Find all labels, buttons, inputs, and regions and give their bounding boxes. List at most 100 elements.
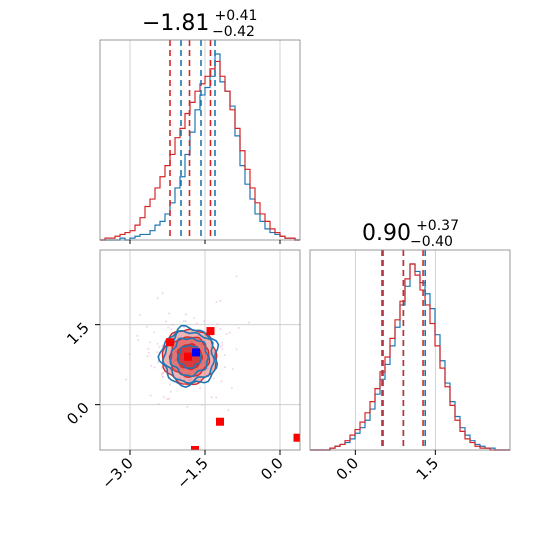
sample-point [223, 354, 226, 357]
sample-point [221, 348, 224, 351]
sample-point [212, 351, 215, 354]
sample-point [186, 405, 189, 408]
blue-contour [157, 324, 220, 388]
sample-point [210, 396, 213, 399]
sample-point [162, 371, 165, 374]
red-marker [293, 433, 300, 442]
red-marker [206, 327, 215, 336]
sample-point [188, 379, 191, 382]
sample-point [161, 375, 164, 378]
sample-point [178, 376, 181, 379]
sample-point [183, 378, 186, 381]
sample-point [147, 347, 150, 350]
histogram-red [100, 60, 300, 241]
sample-point [172, 323, 175, 326]
sample-point [200, 403, 203, 406]
sample-point [166, 397, 169, 400]
red-marker [191, 446, 199, 450]
sample-point [158, 345, 161, 348]
sample-point [237, 326, 240, 329]
x-tick-label-param1: 0.0 [333, 454, 363, 484]
sample-point [219, 345, 222, 348]
blue-contour [169, 337, 210, 378]
sample-point [137, 338, 140, 341]
sample-point [153, 366, 156, 369]
sample-point [190, 340, 193, 343]
panel-frame [309, 249, 511, 451]
sample-point [220, 380, 223, 383]
sample-point [162, 396, 165, 399]
x-tick-label-param1: 1.5 [413, 454, 443, 484]
param1-title-plus: +0.37 [416, 218, 459, 234]
y-tick-label-param1: 0.0 [63, 399, 93, 429]
red-marker [184, 352, 192, 361]
joint-contents [125, 275, 300, 450]
sample-point [213, 377, 216, 380]
param1-title-minus: −0.40 [410, 234, 453, 250]
sample-point [197, 334, 200, 337]
param0-title: −1.81 +0.41 [142, 8, 257, 36]
sample-point [188, 373, 191, 376]
sample-point [164, 320, 167, 323]
blue-contour [161, 329, 216, 385]
sample-point [167, 397, 170, 400]
sample-point [193, 317, 196, 320]
histogram-blue [100, 53, 300, 241]
sample-point [203, 320, 206, 323]
param0-title-plus: +0.41 [215, 8, 258, 24]
sample-point [199, 387, 202, 390]
sample-point [230, 386, 233, 389]
sample-point [161, 344, 164, 347]
sample-point [156, 342, 159, 345]
sample-point [231, 368, 234, 371]
sample-point [149, 394, 152, 397]
x-tick-label-param0: 0.0 [257, 454, 287, 484]
param0-title-minus: −0.42 [212, 24, 255, 40]
sample-point [168, 312, 171, 315]
sample-point [169, 383, 172, 386]
sample-point [183, 326, 186, 329]
blue-contour [177, 344, 202, 370]
sample-point [184, 320, 187, 323]
sample-point [221, 344, 224, 347]
panel-frame [99, 39, 301, 241]
y-tick-label-param1: 1.5 [63, 319, 93, 349]
sample-point [156, 297, 159, 300]
sample-point [219, 327, 222, 330]
param1-histogram-panel [309, 249, 511, 451]
sample-point [216, 323, 219, 326]
sample-point [148, 341, 151, 344]
red-marker [166, 338, 174, 347]
sample-point [221, 341, 224, 344]
sample-point [145, 325, 148, 328]
sample-point [235, 275, 238, 278]
param1-title-value: 0.90 [362, 221, 411, 246]
histogram-red [310, 263, 510, 451]
sample-point [125, 378, 128, 381]
sample-point [161, 292, 164, 295]
sample-point [156, 361, 159, 364]
sample-point [189, 378, 192, 381]
sample-point [170, 328, 173, 331]
sample-point [200, 343, 203, 346]
sample-point [173, 359, 176, 362]
sample-point [228, 331, 231, 334]
sample-point [215, 301, 218, 304]
sample-point [206, 367, 209, 370]
sample-point [157, 402, 160, 405]
sample-point [128, 353, 131, 356]
sample-point [170, 390, 173, 393]
panel-frame [99, 249, 301, 451]
sample-point [227, 409, 230, 412]
sample-point [178, 367, 181, 370]
sample-point [182, 320, 185, 323]
sample-point [215, 396, 218, 399]
sample-point [146, 355, 149, 358]
x-tick-label-param0: −1.5 [173, 454, 211, 492]
sample-point [156, 351, 159, 354]
sample-point [138, 313, 141, 316]
sample-point [150, 364, 153, 367]
blue-marker [192, 348, 200, 357]
sample-point [147, 351, 150, 354]
